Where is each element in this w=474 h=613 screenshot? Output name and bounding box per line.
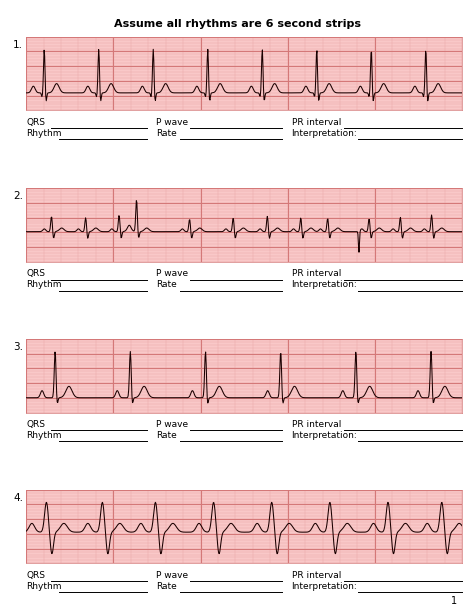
- Text: Interpretation:: Interpretation:: [292, 280, 357, 289]
- Text: Assume all rhythms are 6 second strips: Assume all rhythms are 6 second strips: [113, 20, 361, 29]
- Text: PR interval: PR interval: [292, 420, 341, 429]
- Text: P wave: P wave: [156, 118, 189, 127]
- Text: Interpretation:: Interpretation:: [292, 431, 357, 440]
- Text: Interpretation:: Interpretation:: [292, 129, 357, 138]
- Text: PR interval: PR interval: [292, 118, 341, 127]
- Text: PR interval: PR interval: [292, 571, 341, 580]
- Text: Rate: Rate: [156, 129, 177, 138]
- Text: P wave: P wave: [156, 420, 189, 429]
- Text: QRS: QRS: [26, 420, 45, 429]
- Text: Interpretation:: Interpretation:: [292, 582, 357, 591]
- Text: Rate: Rate: [156, 431, 177, 440]
- Text: Rhythm: Rhythm: [26, 129, 62, 138]
- Text: 2.: 2.: [13, 191, 23, 201]
- Text: 3.: 3.: [13, 342, 23, 352]
- Text: P wave: P wave: [156, 269, 189, 278]
- Text: QRS: QRS: [26, 571, 45, 580]
- Text: 1.: 1.: [13, 40, 23, 50]
- Text: PR interval: PR interval: [292, 269, 341, 278]
- Text: Rhythm: Rhythm: [26, 431, 62, 440]
- Text: 1: 1: [451, 596, 457, 606]
- Text: QRS: QRS: [26, 269, 45, 278]
- Text: Rhythm: Rhythm: [26, 582, 62, 591]
- Text: Rate: Rate: [156, 582, 177, 591]
- Text: P wave: P wave: [156, 571, 189, 580]
- Text: 4.: 4.: [13, 493, 23, 503]
- Text: QRS: QRS: [26, 118, 45, 127]
- Text: Rate: Rate: [156, 280, 177, 289]
- Text: Rhythm: Rhythm: [26, 280, 62, 289]
